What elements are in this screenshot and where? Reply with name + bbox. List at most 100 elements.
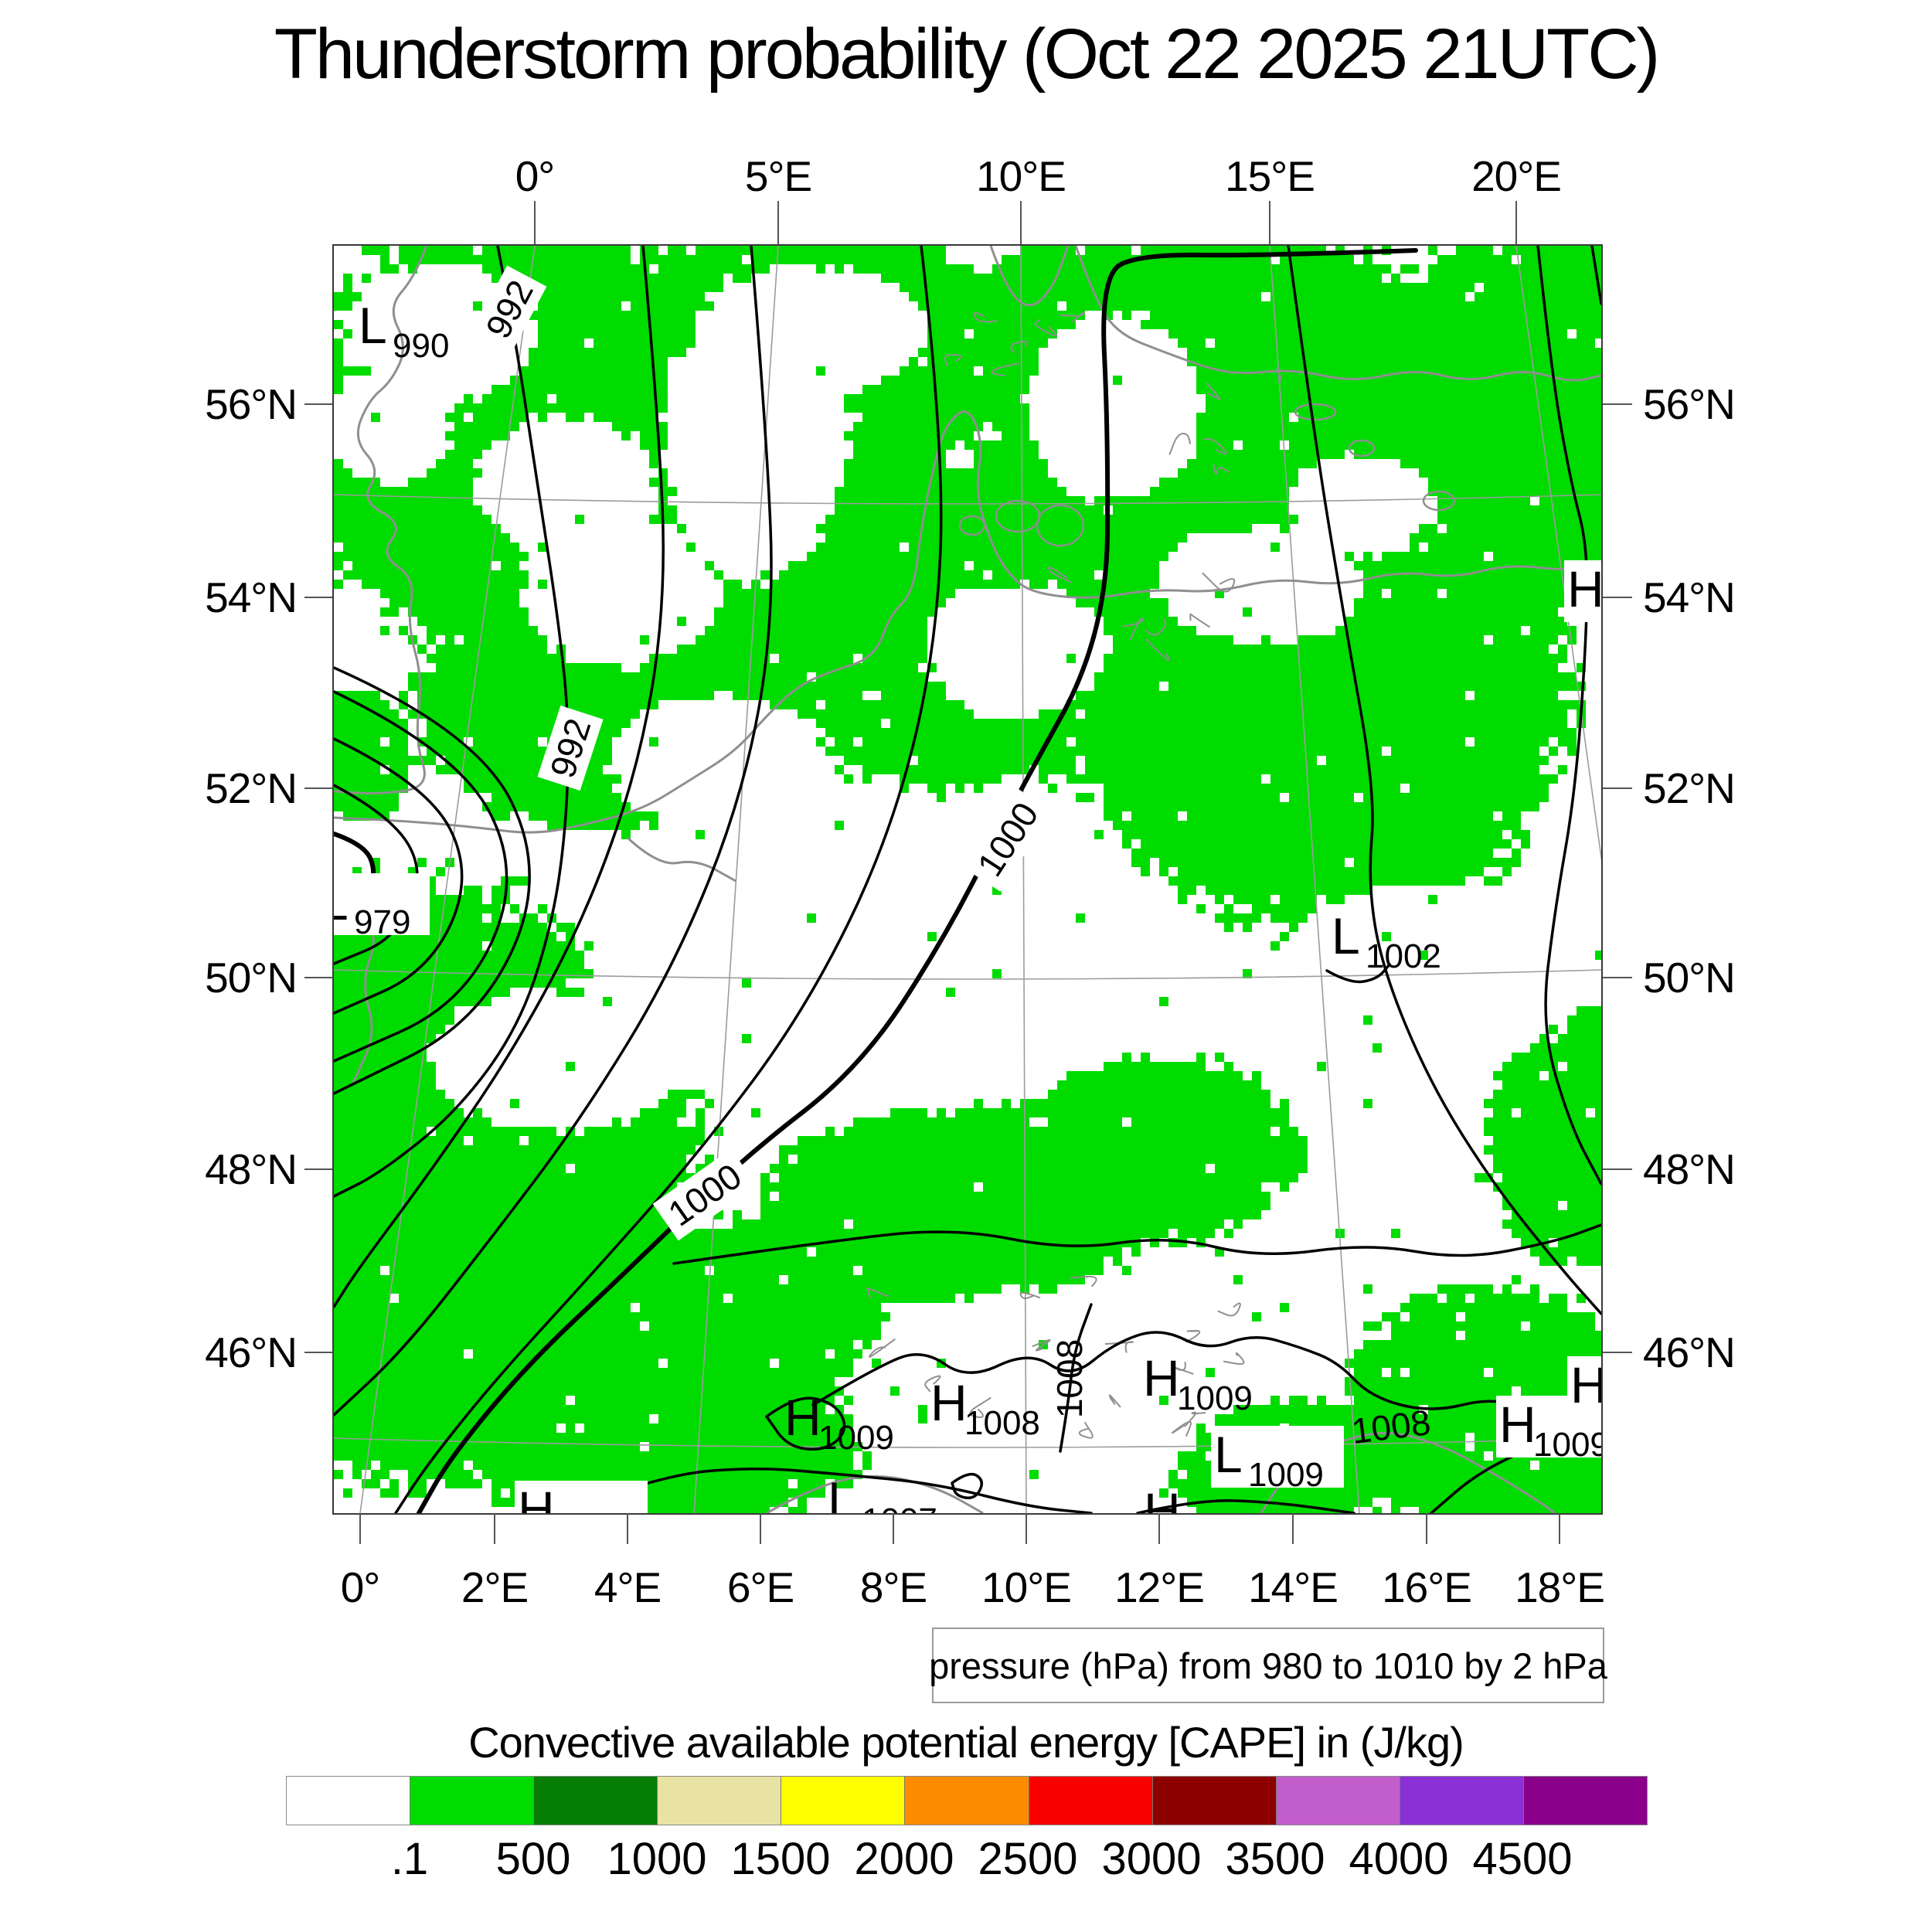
terrain-contour: [1189, 613, 1211, 628]
cape-region: [900, 366, 974, 376]
cape-region: [983, 1182, 1261, 1192]
cape-region: [1577, 1257, 1601, 1266]
cape-region: [334, 1145, 696, 1155]
terrain-contour: [1275, 367, 1282, 384]
cape-region: [1280, 255, 1354, 264]
cape-region: [334, 941, 482, 951]
cape-region: [1029, 580, 1048, 589]
cape-shading-layer: [334, 246, 1601, 1513]
cape-region: [733, 1294, 955, 1303]
isobar-label-box: [962, 787, 1053, 892]
isobar-1002: [1287, 246, 1601, 1315]
axis-label-top: 10°E: [976, 152, 1066, 200]
cape-region: [566, 1423, 575, 1433]
cape-region: [334, 1080, 436, 1090]
pressure-center-letter: H: [518, 1481, 555, 1513]
cape-region: [1539, 496, 1601, 505]
colorbar-cell: [410, 1777, 534, 1825]
cape-region: [529, 811, 658, 821]
cape-region: [1187, 357, 1601, 366]
cape-region: [334, 1071, 436, 1080]
cape-region: [334, 320, 343, 329]
cape-region: [1447, 589, 1595, 598]
axis-tick-top: [1269, 201, 1270, 244]
cape-region: [538, 543, 547, 552]
cape-region: [862, 774, 872, 784]
cape-region: [1502, 1173, 1601, 1182]
cape-region: [779, 1155, 788, 1164]
cape-region: [1512, 1275, 1521, 1284]
cape-region: [723, 580, 742, 589]
cape-region: [334, 1340, 853, 1349]
axis-label-bottom: 14°E: [1248, 1563, 1338, 1611]
cape-region: [955, 1108, 1289, 1117]
axis-tick-left: [304, 597, 332, 598]
cape-region: [918, 348, 1039, 357]
cape-region: [1057, 1080, 1261, 1090]
cape-region: [825, 533, 1187, 543]
isobar-996: [334, 246, 773, 1417]
cape-region: [473, 301, 482, 311]
cape-region: [334, 1294, 389, 1303]
axis-tick-right: [1603, 787, 1632, 789]
cape-region: [1048, 1117, 1122, 1127]
terrain-contour: [991, 362, 1019, 376]
cape-region: [1196, 1507, 1354, 1513]
cape-region: [1549, 1025, 1558, 1034]
cape-region: [1345, 617, 1567, 626]
cape-region: [1104, 802, 1539, 811]
cape-region: [1428, 264, 1601, 274]
cape-region: [380, 1488, 399, 1498]
cape-region: [584, 1507, 770, 1513]
cape-region: [334, 468, 352, 478]
cape-region: [501, 561, 519, 570]
cape-region: [853, 450, 946, 459]
cape-region: [1289, 1396, 1308, 1405]
cape-region: [1270, 1396, 1280, 1405]
cape-region: [816, 543, 900, 552]
cape-region: [334, 1210, 696, 1219]
cape-region: [760, 570, 770, 580]
terrain-contour: [1019, 1291, 1041, 1300]
cape-region: [473, 737, 538, 747]
cape-region: [492, 895, 510, 904]
cape-region: [1391, 1321, 1521, 1331]
cape-region: [389, 1479, 399, 1488]
cape-region: [1419, 524, 1437, 533]
cape-region: [816, 366, 825, 376]
cape-region: [464, 886, 482, 895]
isobar-label-text: 1008: [1349, 1402, 1433, 1451]
colorbar-tick-label: .1: [390, 1834, 429, 1884]
cape-region: [844, 468, 1048, 478]
cape-region: [1104, 1062, 1206, 1071]
cape-region: [1372, 1507, 1382, 1513]
pressure-center-value: 1008: [552, 1511, 628, 1513]
terrain-contour: [1032, 1338, 1051, 1352]
axis-label-right: 56°N: [1643, 380, 1736, 428]
cape-region: [445, 635, 454, 645]
cape-region: [408, 478, 473, 487]
cape-region: [380, 589, 519, 598]
cape-region: [1215, 1053, 1224, 1062]
colorbar-title: Convective available potential energy [C…: [468, 1718, 1464, 1767]
cape-region: [612, 1117, 621, 1127]
cape-region: [1039, 774, 1048, 784]
pressure-center-layer: L990L979L1002L1009L1007H1009H1008H1009H1…: [334, 297, 1601, 1513]
terrain-contour: [1168, 433, 1191, 455]
cape-region: [668, 1359, 770, 1368]
pressure-center-letter: L: [1214, 1426, 1243, 1483]
cape-region: [1410, 533, 1601, 543]
cape-region: [779, 654, 853, 663]
terrain-contour: [1223, 1352, 1245, 1366]
cape-region: [825, 515, 1298, 524]
cape-region: [1168, 876, 1465, 886]
cape-region: [1187, 811, 1493, 821]
cape-region: [1521, 1108, 1586, 1117]
pressure-center-letter: L: [828, 1471, 856, 1513]
cape-region: [343, 329, 352, 338]
cape-region: [1270, 913, 1308, 923]
graticule-layer: [334, 246, 1601, 1513]
terrain-contour: [973, 312, 998, 323]
cape-region: [1020, 246, 1076, 255]
cape-region: [668, 1090, 705, 1099]
